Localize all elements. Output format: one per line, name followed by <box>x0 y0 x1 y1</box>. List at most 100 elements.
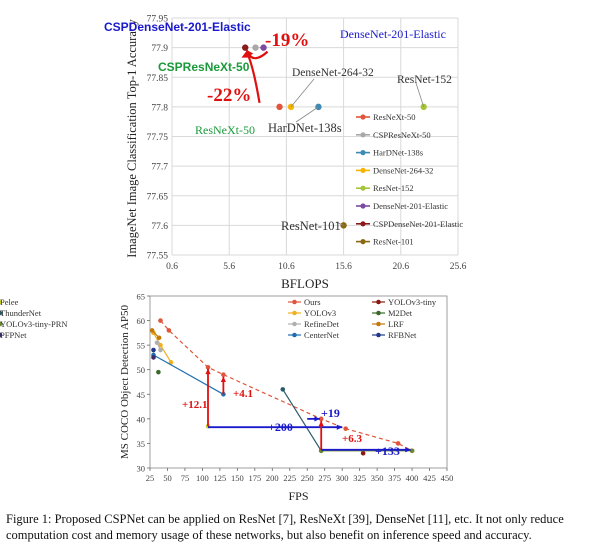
chart2-legend-label: YOLOv3 <box>304 308 336 318</box>
chart2-legend-swatch <box>0 299 3 305</box>
chart1-point-cspresnext-50 <box>252 44 259 51</box>
chart2-annotation: +4.1 <box>233 388 253 400</box>
chart2-xtick-label: 200 <box>266 473 279 483</box>
chart1-legend-swatch <box>360 185 366 191</box>
chart2-legend-swatch <box>376 321 381 327</box>
chart2-series-line-centernet <box>153 354 224 395</box>
chart1-xtick-label: 0.6 <box>166 262 178 272</box>
chart1-ytick-label: 77.7 <box>151 163 168 173</box>
chart2-xtick-label: 75 <box>181 473 190 483</box>
chart1-annotation: CSPDenseNet-201-Elastic <box>104 20 251 34</box>
chart1-ytick-label: 77.55 <box>147 252 169 262</box>
chart1-annotation: -22% <box>207 85 251 106</box>
chart2-point-lrf <box>156 335 162 341</box>
chart1-legend-label: ResNeXt-50 <box>373 112 416 122</box>
chart2-xtick-label: 50 <box>163 473 172 483</box>
chart2-legend-swatch <box>292 321 297 327</box>
chart2-legend-label: M2Det <box>388 308 413 318</box>
chart1-annotation: ResNet-152 <box>397 74 452 86</box>
chart2-ytick-label: 40 <box>137 414 146 424</box>
chart1-xtick-label: 15.6 <box>335 262 352 272</box>
chart2-legend-swatch <box>292 332 297 338</box>
chart1-ylabel: ImageNet Image Classification Top-1 Accu… <box>125 19 139 258</box>
chart1-ytick-label: 77.9 <box>151 44 168 54</box>
chart1-ytick-label: 77.95 <box>147 15 169 25</box>
chart2-legend-label: RFBNet <box>388 330 417 340</box>
chart2-xlabel: FPS <box>288 489 308 503</box>
chart2-point-ours <box>318 416 324 422</box>
chart1-legend-swatch <box>360 239 366 245</box>
chart1-legend-label: DenseNet-201-Elastic <box>373 201 448 211</box>
chart2-legend-label: ThunderNet <box>0 308 42 318</box>
chart2-xtick-label: 325 <box>353 473 366 483</box>
chart2-annotation: +12.1 <box>182 399 208 411</box>
chart1-point-cspdensenet-201-elastic <box>242 44 249 51</box>
chart1-legend-label: ResNet-101 <box>373 237 414 247</box>
chart2-legend-swatch <box>292 299 297 305</box>
chart1-legend-label: HarDNet-138s <box>373 148 423 158</box>
chart1-leader-line <box>295 106 319 123</box>
chart1-legend-label: CSPDenseNet-201-Elastic <box>373 219 463 229</box>
chart1-annotation: DenseNet-201-Elastic <box>340 27 446 41</box>
chart2-xtick-label: 25 <box>146 473 155 483</box>
chart2-ytick-label: 60 <box>137 316 146 326</box>
chart2-xtick-label: 225 <box>283 473 296 483</box>
chart2-xtick-label: 125 <box>214 473 227 483</box>
chart2-point-rfbnet <box>151 347 156 353</box>
chart1-legend-swatch <box>360 167 366 173</box>
chart2-ytick-label: 55 <box>137 341 146 351</box>
chart1-annotation: DenseNet-264-32 <box>292 67 374 79</box>
chart2-point-refinedet <box>154 340 160 345</box>
chart2-point-ours <box>343 426 348 431</box>
chart2-series-line-ours <box>160 320 413 452</box>
chart1-legend-label: ResNet-152 <box>373 183 414 193</box>
chart1-xtick-label: 5.6 <box>223 262 235 272</box>
chart2-ytick-label: 30 <box>137 464 146 474</box>
chart1-ytick-label: 77.85 <box>147 74 169 84</box>
chart1-annotation: -19% <box>265 30 309 51</box>
chart1-ytick-label: 77.75 <box>147 133 169 143</box>
chart2-point-ours <box>221 372 226 377</box>
chart2-xtick-label: 400 <box>406 473 419 483</box>
chart2-point-ours <box>158 318 163 323</box>
figure-canvas: 77.95 77.9 77.85 77.8 77.75 77.7 77.65 77.6 77.5… <box>0 15 467 503</box>
chart2-ytick-label: 65 <box>137 292 146 302</box>
chart2-xtick-label: 275 <box>318 473 331 483</box>
chart2-annotation: +19 <box>321 406 340 420</box>
chart2-xtick-label: 250 <box>301 473 314 483</box>
chart2-series-line-yolov3 <box>152 332 172 363</box>
chart2-xtick-label: 450 <box>441 473 454 483</box>
chart1-legend-swatch <box>360 221 366 227</box>
chart1-legend-swatch <box>360 150 366 156</box>
chart2-legend-label: Pelee <box>0 297 19 307</box>
chart2-legend-swatch <box>0 321 3 327</box>
chart2-series-line-thundernet <box>282 389 322 452</box>
chart2-point-pfpnet <box>151 355 156 360</box>
chart2-point-ours <box>205 364 211 370</box>
chart2-ylabel: MS COCO Object Detection AP50 <box>119 305 131 459</box>
chart2-arrow-12-1-head <box>205 368 211 375</box>
chart2-annotation: +6.3 <box>342 433 363 445</box>
chart2-arrow-133-head <box>405 447 411 453</box>
chart2-xtick-label: 425 <box>423 473 436 483</box>
chart1-leader-line <box>290 78 315 108</box>
chart2-legend-label: YOLOv3-tiny <box>388 297 437 307</box>
chart2-point-refinedet <box>158 347 163 353</box>
chart2-point-lrf <box>149 328 155 333</box>
chart2-legend-swatch <box>376 299 381 305</box>
chart2-annotation: +133 <box>375 444 400 458</box>
chart2-arrow-200-head <box>336 424 343 430</box>
chart2-point-ours <box>395 441 401 446</box>
chart2-xtick-label: 100 <box>196 473 209 483</box>
chart2-legend-label: PFPNet <box>0 330 27 340</box>
chart2-legend-label: RefineDet <box>304 319 340 329</box>
chart1-ytick-label: 77.8 <box>151 103 168 113</box>
chart2-legend-swatch <box>292 310 297 316</box>
chart1-xtick-label: 25.6 <box>450 262 467 272</box>
chart1-ytick-label: 77.6 <box>151 222 168 232</box>
chart1-ytick-label: 77.65 <box>147 192 169 202</box>
chart2-point-ours <box>166 328 172 333</box>
chart1-legend-swatch <box>360 203 366 209</box>
chart2-point-m2det <box>156 369 161 375</box>
chart1-leader-line <box>335 221 344 226</box>
